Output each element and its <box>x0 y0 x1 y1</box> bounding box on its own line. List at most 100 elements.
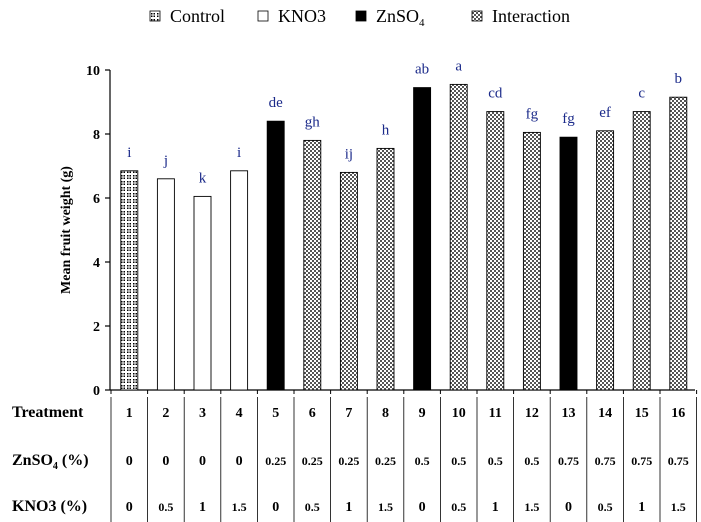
table-cell-treatment: 16 <box>671 406 685 421</box>
bar-treatment-4 <box>230 170 249 391</box>
table-cell-kno3: 0 <box>419 500 426 515</box>
significance-letter: ij <box>345 146 353 162</box>
table-cell-treatment: 13 <box>562 406 576 421</box>
legend-swatch-control <box>149 10 161 22</box>
table-cell-kno3: 0 <box>565 500 572 515</box>
bar-treatment-5 <box>266 120 285 391</box>
table-cell-kno3: 0 <box>126 500 133 515</box>
table-cell-znso4: 0.5 <box>451 454 466 468</box>
table-cell-treatment: 15 <box>635 406 649 421</box>
significance-letter: fg <box>526 106 539 122</box>
table-cell-treatment: 4 <box>236 406 243 421</box>
table-cell-treatment: 2 <box>162 406 169 421</box>
table-cell-kno3: 1 <box>199 500 206 515</box>
bars <box>120 83 688 391</box>
significance-letter: i <box>237 145 241 161</box>
bar-treatment-13 <box>559 136 578 391</box>
significance-letter: c <box>638 86 645 102</box>
table-cell-kno3: 1.5 <box>232 500 247 514</box>
table-cell-kno3: 0.5 <box>305 500 320 514</box>
table-cell-treatment: 7 <box>345 406 352 421</box>
table-cell-znso4: 0.25 <box>375 454 396 468</box>
legend-label-interaction: Interaction <box>492 6 570 26</box>
y-tick-label: 2 <box>93 320 100 335</box>
table-cell-kno3: 1 <box>638 500 645 515</box>
table-cell-treatment: 12 <box>525 406 539 421</box>
table-cell-kno3: 0.5 <box>158 500 173 514</box>
table-cell-treatment: 10 <box>452 406 466 421</box>
y-tick-label: 0 <box>93 384 100 399</box>
bar-treatment-16 <box>669 96 688 391</box>
y-tick-label: 4 <box>93 256 100 271</box>
bar-treatment-2 <box>156 178 175 391</box>
significance-letter: i <box>127 145 131 161</box>
table-cell-kno3: 1 <box>345 500 352 515</box>
significance-letter: fg <box>562 111 575 127</box>
significance-letter: a <box>455 58 462 74</box>
table-row-label: Treatment <box>12 404 84 421</box>
legend-swatch-interaction <box>471 10 483 22</box>
significance-letter: de <box>269 95 284 111</box>
table-cell-znso4: 0.25 <box>302 454 323 468</box>
significance-letter: h <box>382 122 390 138</box>
bar-treatment-9 <box>413 87 432 391</box>
table-cell-kno3: 1.5 <box>671 500 686 514</box>
table-cell-kno3: 1.5 <box>378 500 393 514</box>
table-cell-treatment: 11 <box>489 406 502 421</box>
y-axis-label: Mean fruit weight (g) <box>59 166 74 294</box>
table-cell-znso4: 0 <box>236 454 243 469</box>
table-cell-treatment: 8 <box>382 406 389 421</box>
significance-letter: b <box>675 71 683 87</box>
bar-treatment-3 <box>193 195 212 391</box>
bar-treatment-6 <box>303 139 322 391</box>
legend-swatch-kno3 <box>257 10 269 22</box>
significance-letter: ef <box>599 105 611 121</box>
table-cell-znso4: 0.75 <box>595 454 616 468</box>
table-cell-kno3: 0.5 <box>598 500 613 514</box>
table-cell-znso4: 0 <box>199 454 206 469</box>
table-cell-znso4: 0.5 <box>415 454 430 468</box>
legend-swatch-znso4 <box>355 10 367 22</box>
legend-label-znso4: ZnSO4 <box>376 6 425 29</box>
table-cell-znso4: 0 <box>162 454 169 469</box>
bar-treatment-12 <box>522 131 541 391</box>
table-cell-treatment: 9 <box>419 406 426 421</box>
table-cell-kno3: 0 <box>272 500 279 515</box>
table-cell-treatment: 1 <box>126 406 133 421</box>
table-row-label: KNO3 (%) <box>12 498 87 515</box>
table-cell-znso4: 0 <box>126 454 133 469</box>
y-tick-label: 10 <box>86 64 100 79</box>
table-cell-znso4: 0.75 <box>668 454 689 468</box>
bar-treatment-1 <box>120 170 139 391</box>
table-cell-treatment: 5 <box>272 406 279 421</box>
table-row-label: ZnSO4 (%) <box>12 452 89 472</box>
table-cell-treatment: 6 <box>309 406 316 421</box>
table-cell-znso4: 0.75 <box>558 454 579 468</box>
bar-treatment-10 <box>449 83 468 391</box>
bar-treatment-8 <box>376 147 395 391</box>
significance-letter: k <box>199 170 207 186</box>
y-tick-label: 8 <box>93 128 100 143</box>
table-cell-kno3: 1.5 <box>524 500 539 514</box>
bar-treatment-11 <box>486 111 505 391</box>
bar-treatment-15 <box>632 111 651 391</box>
legend-label-control: Control <box>170 6 225 26</box>
significance-letter: gh <box>305 114 321 130</box>
table-cell-znso4: 0.5 <box>488 454 503 468</box>
legend-label-kno3: KNO3 <box>278 6 326 26</box>
bar-treatment-7 <box>339 171 358 391</box>
legend: Control KNO3 ZnSO4 Interaction <box>149 6 570 29</box>
significance-letter: cd <box>488 86 503 102</box>
table-cell-znso4: 0.25 <box>265 454 286 468</box>
y-tick-label: 6 <box>93 192 100 207</box>
table-cell-znso4: 0.25 <box>338 454 359 468</box>
table-cell-znso4: 0.5 <box>524 454 539 468</box>
table-cell-znso4: 0.75 <box>631 454 652 468</box>
significance-letter: ab <box>415 62 429 78</box>
table-cell-treatment: 3 <box>199 406 206 421</box>
table-cell-kno3: 0.5 <box>451 500 466 514</box>
table-cell-treatment: 14 <box>598 406 612 421</box>
